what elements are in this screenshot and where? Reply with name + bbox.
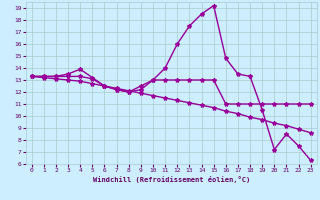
X-axis label: Windchill (Refroidissement éolien,°C): Windchill (Refroidissement éolien,°C) — [92, 176, 250, 183]
